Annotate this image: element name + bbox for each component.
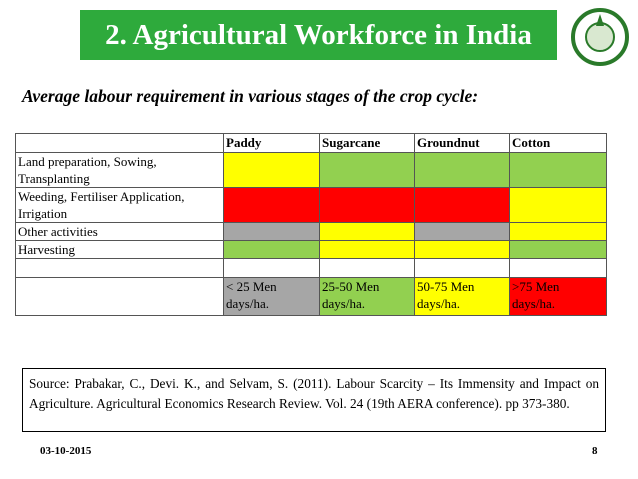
intensity-cell	[509, 152, 607, 188]
footer-date: 03-10-2015	[40, 445, 92, 457]
empty-cell	[223, 258, 320, 278]
stage-row: Other activities	[15, 222, 607, 241]
column-header: Groundnut	[414, 133, 510, 153]
legend-cell: 25-50 Men days/ha.	[319, 277, 415, 316]
intensity-cell	[509, 240, 607, 259]
intensity-cell	[319, 222, 415, 241]
header-row: Paddy Sugarcane Groundnut Cotton	[15, 133, 607, 153]
column-header: Paddy	[223, 133, 320, 153]
intensity-cell	[414, 240, 510, 259]
legend-cell: < 25 Men days/ha.	[223, 277, 320, 316]
intensity-cell	[319, 152, 415, 188]
stage-row: Land preparation, Sowing, Transplanting	[15, 152, 607, 188]
intensity-cell	[223, 152, 320, 188]
intensity-cell	[319, 240, 415, 259]
stage-label: Weeding, Fertiliser Application, Irrigat…	[15, 187, 224, 223]
spacer-row	[15, 258, 607, 278]
stage-row: Harvesting	[15, 240, 607, 259]
intensity-cell	[414, 222, 510, 241]
intensity-cell	[509, 187, 607, 223]
corner-cell	[15, 133, 224, 153]
legend-row: < 25 Men days/ha. 25-50 Men days/ha. 50-75…	[15, 277, 607, 316]
subtitle: Average labour requirement in various st…	[22, 86, 479, 106]
source-note: Source: Prabakar, C., Devi. K., and Selv…	[22, 368, 606, 432]
column-header: Sugarcane	[319, 133, 415, 153]
intensity-cell	[414, 187, 510, 223]
intensity-cell	[319, 187, 415, 223]
intensity-cell	[223, 187, 320, 223]
legend-cell: 50-75 Men days/ha.	[414, 277, 510, 316]
labour-table: Paddy Sugarcane Groundnut Cotton Land prepar…	[15, 133, 607, 316]
intensity-cell	[509, 222, 607, 241]
column-header: Cotton	[509, 133, 607, 153]
legend-cell: >75 Men days/ha.	[509, 277, 607, 316]
intensity-cell	[223, 222, 320, 241]
empty-cell	[319, 258, 415, 278]
empty-cell	[509, 258, 607, 278]
stage-label: Other activities	[15, 222, 224, 241]
intensity-cell	[414, 152, 510, 188]
empty-cell	[15, 277, 224, 316]
stage-label: Harvesting	[15, 240, 224, 259]
stage-label: Land preparation, Sowing, Transplanting	[15, 152, 224, 188]
stage-row: Weeding, Fertiliser Application, Irrigat…	[15, 187, 607, 223]
empty-cell	[15, 258, 224, 278]
logo	[571, 8, 629, 66]
intensity-cell	[223, 240, 320, 259]
title: 2. Agricultural Workforce in India	[80, 10, 557, 60]
page-number: 8	[592, 445, 598, 457]
empty-cell	[414, 258, 510, 278]
